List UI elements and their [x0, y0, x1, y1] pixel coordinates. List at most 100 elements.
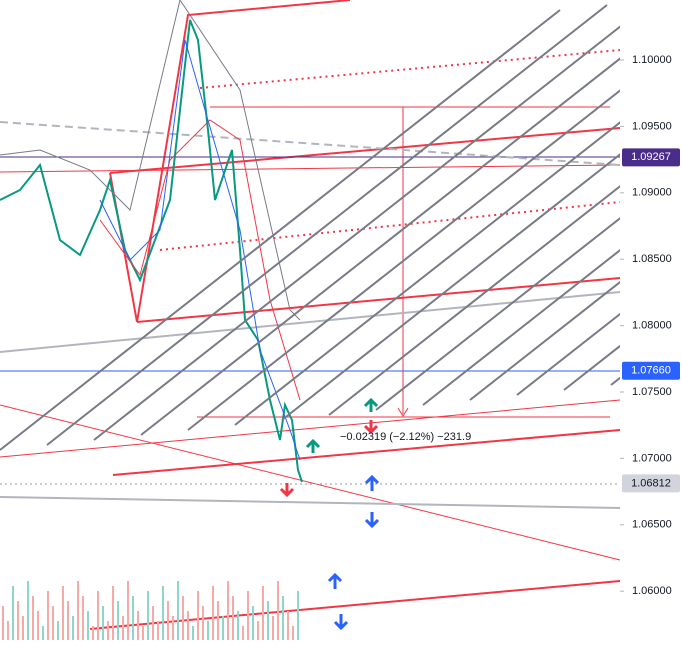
price-tick-label: 1.06500	[632, 519, 672, 531]
volume-bar	[162, 586, 164, 640]
volume-bar	[217, 601, 219, 640]
arrow-down	[279, 483, 295, 498]
fan-line	[0, 9, 561, 451]
volume-bar	[47, 591, 49, 640]
volume-bar	[2, 606, 4, 640]
volume-bar	[127, 581, 129, 640]
volume-bar	[292, 626, 294, 640]
volume-bar	[187, 611, 189, 640]
volume-bar	[17, 601, 19, 640]
volume-bar	[257, 621, 259, 640]
volume-bar	[152, 606, 154, 640]
arrow-up	[327, 572, 343, 589]
price-tick-label: 1.07500	[632, 386, 672, 398]
volume-bar	[157, 621, 159, 640]
price-tick-label: 1.08000	[632, 320, 672, 332]
volume-bar	[77, 581, 79, 640]
volume-bar	[107, 621, 109, 640]
fan-line	[281, 104, 682, 421]
volume-bar	[57, 621, 59, 640]
moving-average	[99, 39, 301, 461]
volume-bar	[62, 586, 64, 640]
volume-bar	[282, 596, 284, 640]
volume-bar	[212, 586, 214, 640]
volume-bar	[67, 601, 69, 640]
volume-bar	[252, 606, 254, 640]
volume-bar	[247, 591, 249, 640]
arrow-up	[363, 397, 379, 412]
volume-bar	[272, 616, 274, 640]
fan-line	[422, 200, 682, 406]
price-tick-label: 1.08500	[632, 253, 672, 265]
volume-bar	[222, 616, 224, 640]
fork-line	[109, 127, 621, 174]
price-tick-label: 1.07000	[632, 452, 672, 464]
volume-bar	[192, 626, 194, 640]
fan-line	[234, 72, 682, 426]
price-label: 1.06812	[631, 477, 671, 489]
volume-bar	[167, 601, 169, 640]
volume-bar	[227, 581, 229, 640]
price-label-box	[622, 361, 680, 380]
fan-line	[516, 264, 682, 396]
arrow-up	[305, 438, 321, 453]
price-label-box	[622, 148, 680, 167]
grey-line	[0, 291, 621, 353]
bollinger-band	[99, 119, 301, 401]
arrow-down	[333, 614, 349, 631]
fork-line	[112, 429, 621, 476]
volume-bar	[177, 581, 179, 640]
volume-bar	[37, 611, 39, 640]
volume-bar	[207, 621, 209, 640]
price-path	[0, 19, 303, 483]
volume-bar	[82, 596, 84, 640]
volume-bar	[52, 606, 54, 640]
fan-line	[93, 0, 655, 441]
volume-bar	[92, 626, 94, 640]
fan-line	[140, 8, 682, 436]
volume-bar	[122, 616, 124, 640]
volume-bar	[97, 591, 99, 640]
grey-line	[0, 496, 621, 509]
volume-bar	[27, 581, 29, 640]
volume-bar	[277, 581, 279, 640]
volume-bar	[112, 586, 114, 640]
price-tick-label: 1.09000	[632, 187, 672, 199]
volume-bar	[232, 596, 234, 640]
volume-bar	[147, 591, 149, 640]
volume-bar	[197, 591, 199, 640]
price-scale	[620, 0, 682, 646]
trend-line	[0, 164, 621, 173]
volume-bar	[262, 586, 264, 640]
fan-line	[46, 4, 608, 446]
volume-bar	[42, 626, 44, 640]
volume-bar	[182, 596, 184, 640]
fan-line	[328, 136, 682, 416]
volume-bar	[242, 626, 244, 640]
volume-bar	[172, 616, 174, 640]
volume-bar	[7, 621, 9, 640]
fan-line	[469, 232, 682, 401]
price-label: 1.07660	[631, 365, 671, 377]
volume-bar	[117, 601, 119, 640]
volume-bar	[137, 611, 139, 640]
price-label: 1.09267	[631, 151, 671, 163]
volume-bar	[287, 611, 289, 640]
volume-bar	[87, 611, 89, 640]
volume-bar	[32, 596, 34, 640]
price-label-box	[622, 474, 680, 493]
measure-arrowhead	[397, 407, 409, 417]
median-dotted	[159, 201, 621, 251]
trend-line	[0, 399, 621, 458]
volume-bar	[297, 591, 299, 640]
bollinger-band	[0, 0, 301, 321]
arrow-down	[364, 512, 380, 529]
price-tick-label: 1.09500	[632, 120, 672, 132]
volume-bar	[72, 616, 74, 640]
volume-bar	[12, 586, 14, 640]
volume-bar	[237, 611, 239, 640]
volume-bar	[267, 601, 269, 640]
